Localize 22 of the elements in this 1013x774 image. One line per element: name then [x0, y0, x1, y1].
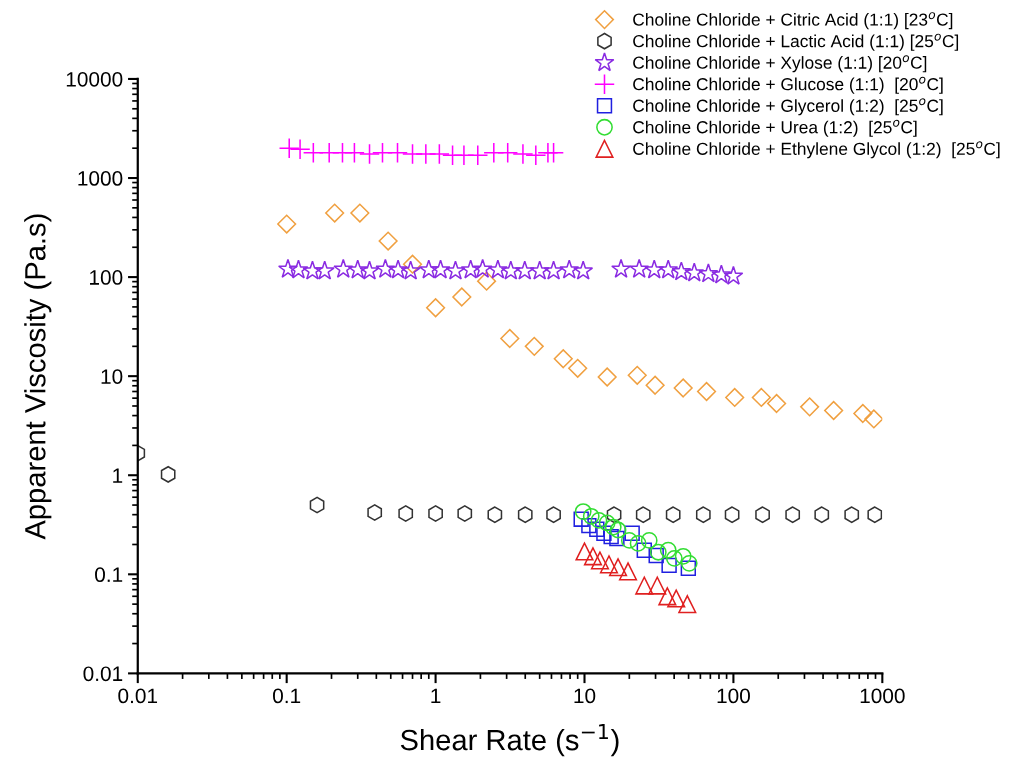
x-tick-label: 1 [431, 688, 441, 704]
y-axis-title: Apparent Viscosity (Pa.s) [24, 214, 52, 540]
y-tick-label: 10 [101, 369, 123, 384]
y-tick-label: 100 [90, 270, 123, 285]
x-tick-label: 0.01 [118, 688, 158, 704]
legend-label: Choline Chloride + Lactic Acid (1:1) [25$^{o}$C] [633, 33, 959, 51]
y-tick-label: 0.1 [95, 567, 123, 583]
x-tick-label: 100 [717, 688, 750, 704]
legend-label: Choline Chloride + Glycerol (1:2) [25$^{o}$C] [633, 98, 943, 116]
y-tick-label: 10000 [66, 71, 123, 87]
x-tick-label: 10 [574, 688, 596, 704]
x-axis-title: Shear Rate (s$^{−1}$) [400, 724, 619, 757]
legend-label: Choline Chloride + Glucose (1:1) [20$^{o}$C] [633, 76, 943, 94]
y-tick-label: 1 [113, 468, 123, 483]
legend-label: Choline Chloride + Ethylene Glycol (1:2) [25$^{o}$C] [633, 141, 1000, 159]
x-tick-label: 0.1 [273, 688, 301, 704]
legend-label: Choline Chloride + Citric Acid (1:1) [23$^{o}$C] [633, 12, 953, 30]
y-tick-label: 1000 [78, 171, 123, 186]
legend-label: Choline Chloride + Urea (1:2) [25$^{o}$C] [633, 119, 917, 137]
legend-label: Choline Chloride + Xylose (1:1) [20$^{o}$C] [633, 55, 927, 73]
y-tick-label: 0.01 [83, 666, 123, 682]
x-tick-label: 1000 [860, 688, 905, 704]
